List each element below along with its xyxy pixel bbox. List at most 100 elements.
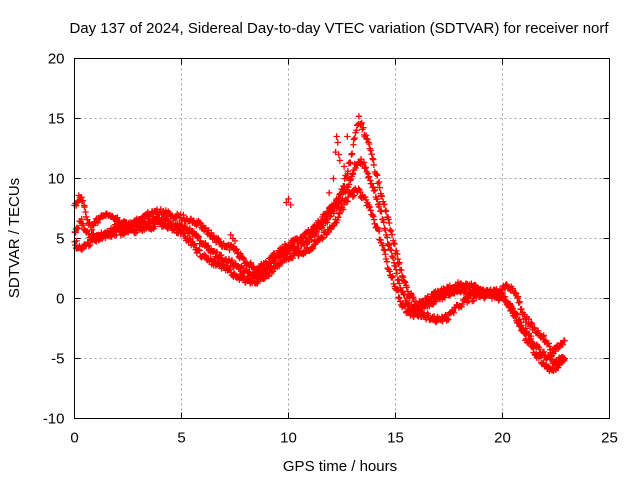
data-point xyxy=(265,272,273,280)
data-point xyxy=(378,208,385,215)
data-point xyxy=(370,161,378,169)
data-point xyxy=(396,294,403,302)
data-point xyxy=(327,213,334,220)
data-point xyxy=(287,201,294,209)
data-point xyxy=(534,327,542,334)
data-point xyxy=(402,303,409,310)
data-point xyxy=(81,203,88,211)
data-point xyxy=(79,197,87,204)
data-point xyxy=(403,295,410,302)
data-point xyxy=(345,181,353,188)
data-point xyxy=(360,124,367,131)
data-point xyxy=(561,337,568,344)
data-point xyxy=(79,220,87,228)
y-tick-labels: -10 -5 0 5 10 15 20 xyxy=(43,51,65,428)
grid-lines xyxy=(74,58,610,419)
data-point xyxy=(353,122,361,129)
x-tick-label: 15 xyxy=(387,430,404,447)
data-point xyxy=(332,148,339,156)
data-point xyxy=(362,193,369,201)
data-point xyxy=(243,267,251,275)
data-point xyxy=(390,239,397,247)
data-point xyxy=(376,200,383,208)
data-point xyxy=(388,231,396,238)
data-point xyxy=(348,151,355,158)
data-point xyxy=(536,345,543,353)
data-point xyxy=(527,332,535,340)
data-point xyxy=(382,226,389,234)
data-point xyxy=(528,320,536,328)
data-point xyxy=(133,228,140,236)
data-point xyxy=(378,193,386,200)
data-point xyxy=(364,136,371,143)
data-point xyxy=(545,340,553,347)
data-point xyxy=(357,155,365,163)
data-point xyxy=(334,139,341,146)
data-point xyxy=(360,159,368,166)
data-point xyxy=(350,136,358,143)
chart-title: Day 137 of 2024, Sidereal Day-to-day VTE… xyxy=(69,20,609,37)
data-point xyxy=(432,298,439,305)
data-point xyxy=(197,237,204,244)
data-point xyxy=(358,119,365,127)
data-point xyxy=(516,298,524,305)
y-tick-label: -10 xyxy=(43,411,65,428)
x-tick-label: 25 xyxy=(601,430,618,447)
data-point xyxy=(396,259,403,266)
data-point xyxy=(196,247,203,254)
data-point xyxy=(400,290,407,298)
y-tick-label: -5 xyxy=(51,351,64,368)
data-point xyxy=(386,246,394,253)
x-tick-label: 0 xyxy=(70,430,78,447)
data-point xyxy=(284,250,291,258)
data-point xyxy=(237,250,244,257)
data-point xyxy=(512,289,519,296)
data-point xyxy=(217,251,225,259)
data-point xyxy=(396,280,403,287)
data-point xyxy=(78,215,85,223)
data-point xyxy=(215,235,222,242)
data-point xyxy=(373,170,380,178)
data-point xyxy=(308,236,315,244)
data-point xyxy=(240,255,247,263)
plot-frame xyxy=(74,58,610,419)
data-point xyxy=(201,251,208,258)
data-point xyxy=(350,192,358,199)
data-point xyxy=(82,208,89,216)
data-point xyxy=(367,207,374,214)
data-point xyxy=(375,178,383,186)
data-point xyxy=(289,254,296,262)
data-point xyxy=(330,210,337,217)
data-point xyxy=(409,293,417,301)
data-point xyxy=(386,268,393,275)
data-point xyxy=(449,308,457,315)
data-point xyxy=(425,312,432,319)
data-point xyxy=(392,266,400,273)
data-point xyxy=(384,264,391,272)
x-tick-label: 10 xyxy=(280,430,297,447)
data-point xyxy=(347,159,354,167)
data-point xyxy=(348,150,356,157)
data-point xyxy=(511,313,519,321)
data-point xyxy=(514,294,521,302)
data-point xyxy=(217,238,225,246)
data-point xyxy=(380,246,388,254)
data-point xyxy=(531,325,538,332)
data-point xyxy=(514,293,522,300)
data-point xyxy=(527,340,534,347)
data-point xyxy=(561,355,568,362)
data-point xyxy=(527,319,535,326)
data-point xyxy=(183,224,191,231)
data-point xyxy=(195,233,202,241)
data-point xyxy=(367,147,374,154)
data-point xyxy=(325,189,333,197)
data-point xyxy=(340,201,348,208)
data-point xyxy=(368,180,375,187)
data-point xyxy=(357,120,365,128)
data-point xyxy=(398,272,406,280)
y-tick-label: 0 xyxy=(56,291,64,308)
data-point xyxy=(504,299,512,307)
data-point xyxy=(371,220,378,228)
data-point xyxy=(330,175,337,182)
